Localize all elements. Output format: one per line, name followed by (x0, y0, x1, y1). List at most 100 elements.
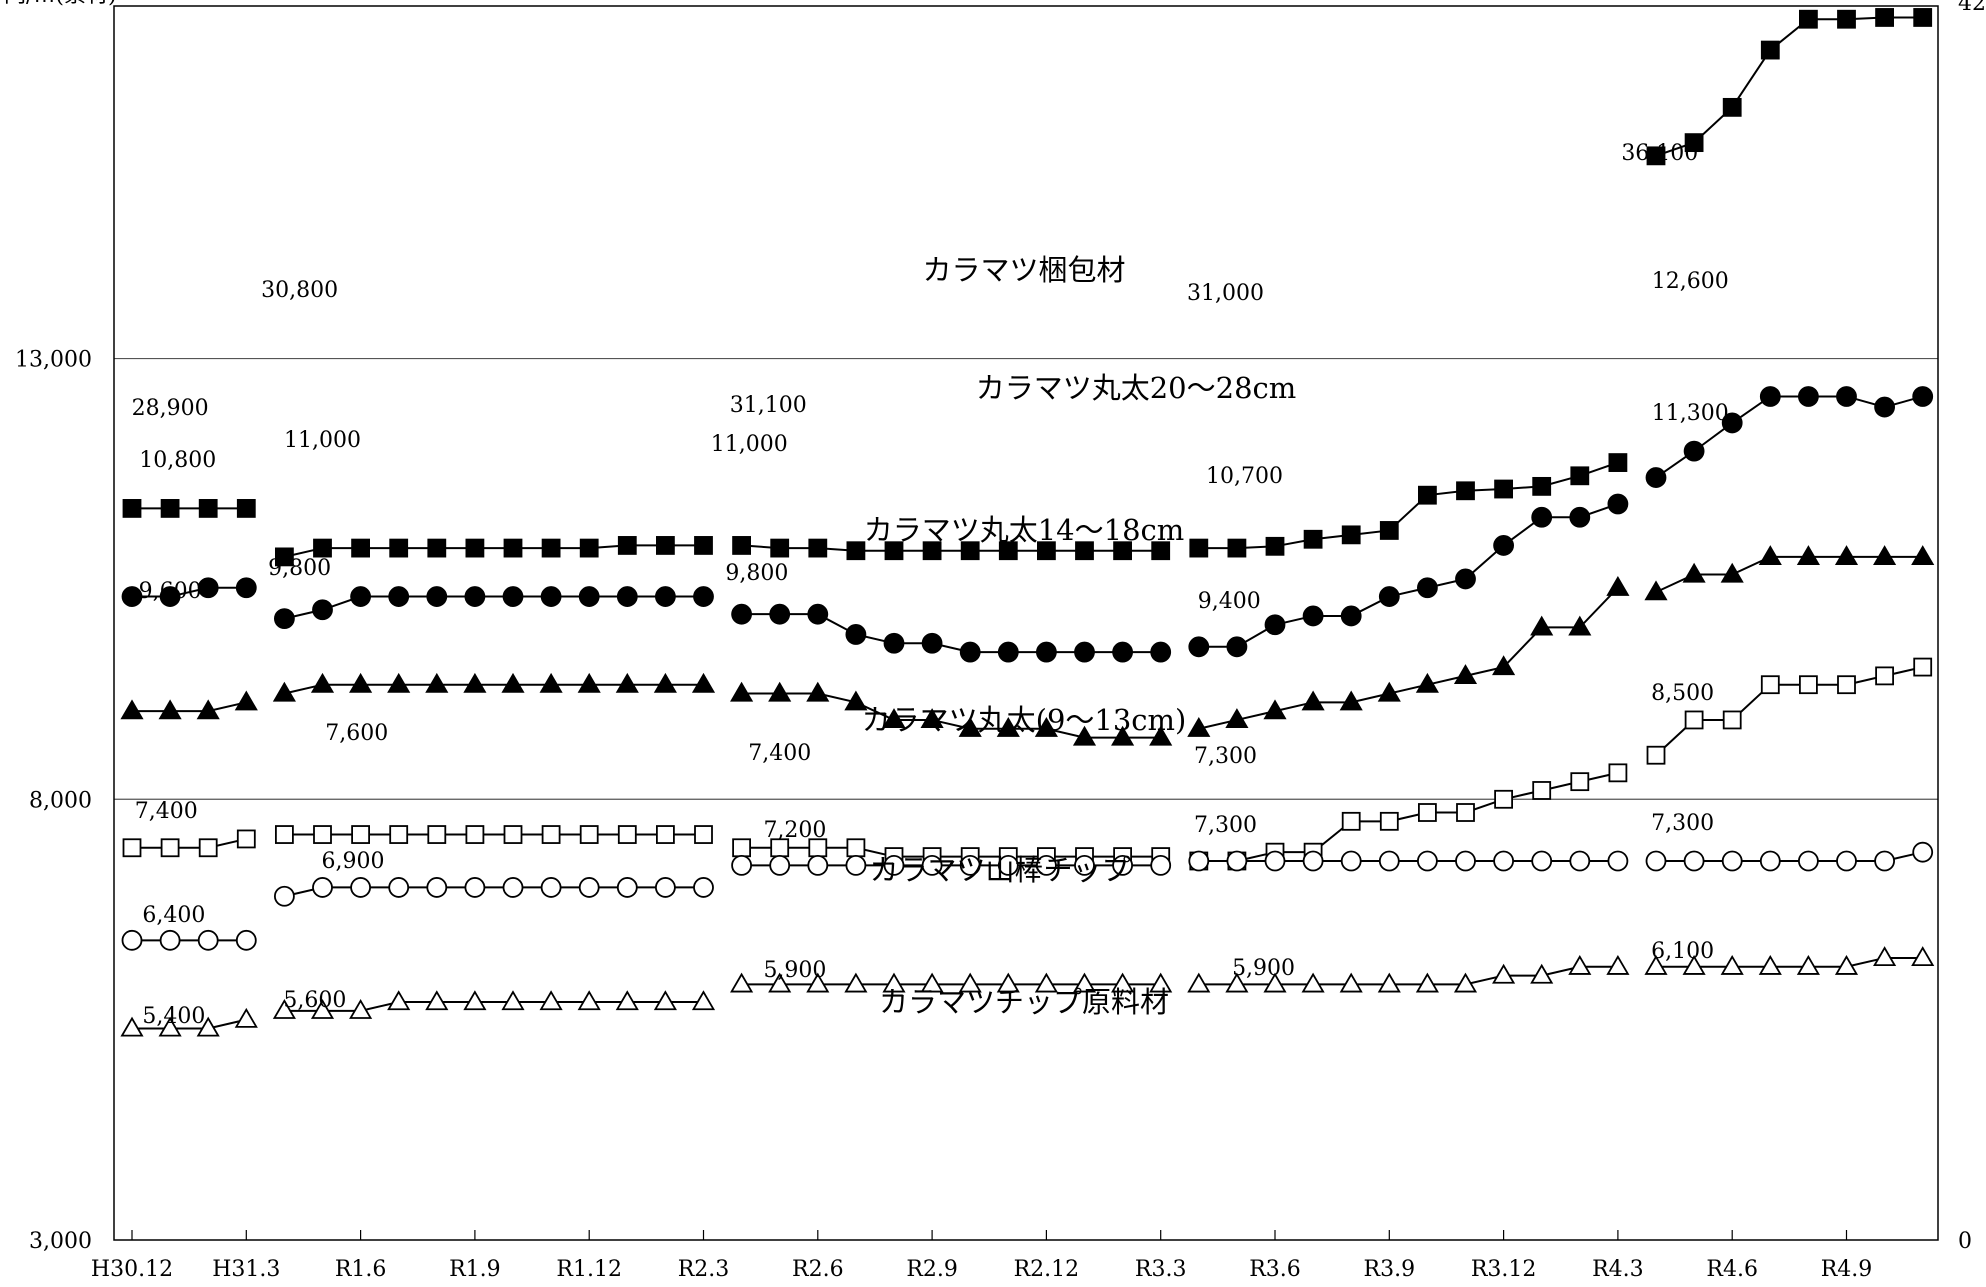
data-point (312, 599, 333, 621)
data-point (1644, 580, 1668, 601)
x-tick-label: R3.12 (1471, 1257, 1537, 1282)
gridlines (114, 357, 1938, 800)
data-point (1493, 535, 1514, 556)
data-point (1569, 506, 1591, 528)
data-point (1684, 710, 1704, 730)
data-point (539, 672, 563, 693)
data-point (1798, 386, 1819, 407)
data-point (426, 877, 448, 898)
data-point (1417, 850, 1438, 872)
series-line (284, 544, 704, 558)
data-point (732, 838, 751, 858)
data-point (1682, 954, 1706, 975)
series-line (284, 683, 704, 695)
data-point (1796, 954, 1820, 975)
data-point (1301, 690, 1325, 711)
data-point (578, 877, 600, 898)
series-name: カラマツ山棒チップ (869, 853, 1130, 887)
data-point (196, 1016, 220, 1037)
data-point (769, 854, 791, 876)
x-tick-label: R1.12 (556, 1257, 622, 1282)
data-point (655, 586, 676, 607)
data-point (1568, 954, 1592, 975)
data-point (465, 538, 485, 558)
data-label: 7,400 (748, 741, 811, 766)
data-point (1188, 636, 1210, 658)
data-point (1111, 725, 1135, 746)
data-point (1874, 396, 1895, 418)
data-point (1530, 963, 1554, 984)
data-point (1339, 690, 1363, 711)
data-point (235, 577, 257, 599)
data-point (1189, 538, 1209, 558)
data-point (388, 877, 410, 898)
data-point (273, 885, 295, 907)
data-label: 5,400 (142, 1004, 205, 1029)
data-point (312, 877, 333, 898)
data-point (806, 972, 830, 993)
data-point (616, 877, 638, 898)
data-point (1493, 850, 1514, 872)
data-label: 7,400 (135, 799, 198, 824)
data-label: 6,100 (1651, 939, 1714, 964)
series-name: カラマツ丸太20～28cm (976, 371, 1297, 405)
data-point (1606, 575, 1630, 596)
data-point (770, 538, 790, 558)
data-point (996, 972, 1020, 993)
data-point (958, 972, 982, 993)
data-point (1340, 605, 1362, 627)
data-point (1492, 963, 1516, 984)
data-point (731, 854, 752, 876)
data-point (1150, 854, 1172, 876)
data-point (1150, 641, 1172, 663)
y-tick-label: 3,000 (29, 1229, 92, 1254)
data-point (234, 1007, 258, 1028)
data-label: 11,000 (284, 428, 361, 453)
data-point (197, 577, 219, 599)
data-point (1532, 476, 1552, 496)
data-label: 7,300 (1194, 744, 1257, 769)
data-point (1911, 545, 1935, 565)
data-point (1072, 725, 1097, 746)
data-point (882, 708, 906, 729)
data-point (1644, 954, 1668, 975)
x-tick-label: H31.3 (212, 1257, 280, 1282)
series-line (1198, 587, 1619, 730)
data-point (655, 877, 676, 898)
data-point (1494, 479, 1513, 499)
data-point (1379, 521, 1399, 540)
data-point (465, 825, 485, 844)
data-point (1113, 541, 1132, 561)
data-point (389, 825, 409, 844)
data-point (1569, 850, 1591, 872)
data-point (653, 990, 677, 1011)
data-point (272, 681, 296, 702)
data-point (731, 603, 752, 625)
data-label: 36,100 (1621, 141, 1698, 166)
data-point (1303, 529, 1323, 549)
data-point (1492, 655, 1516, 676)
data-point (579, 825, 599, 844)
data-point (1302, 850, 1324, 872)
data-label: 5,900 (763, 958, 826, 983)
data-point (351, 825, 371, 844)
plot-frame (113, 5, 1939, 1241)
series-line (284, 886, 704, 898)
data-label: 11,300 (1652, 401, 1729, 426)
data-point (1226, 636, 1248, 658)
data-point (1570, 466, 1590, 486)
data-point (845, 624, 867, 645)
data-point (198, 499, 218, 518)
data-point (846, 838, 866, 858)
data-point (1873, 545, 1897, 565)
x-tick-label: R3.3 (1135, 1257, 1187, 1282)
data-point (351, 538, 371, 558)
series-line (132, 837, 247, 849)
data-point (1760, 675, 1780, 695)
series-1 (121, 386, 1934, 663)
data-point (1455, 568, 1476, 590)
data-label: 5,900 (1232, 956, 1295, 981)
data-point (806, 681, 830, 702)
data-point (1341, 525, 1361, 545)
data-point (501, 672, 525, 693)
